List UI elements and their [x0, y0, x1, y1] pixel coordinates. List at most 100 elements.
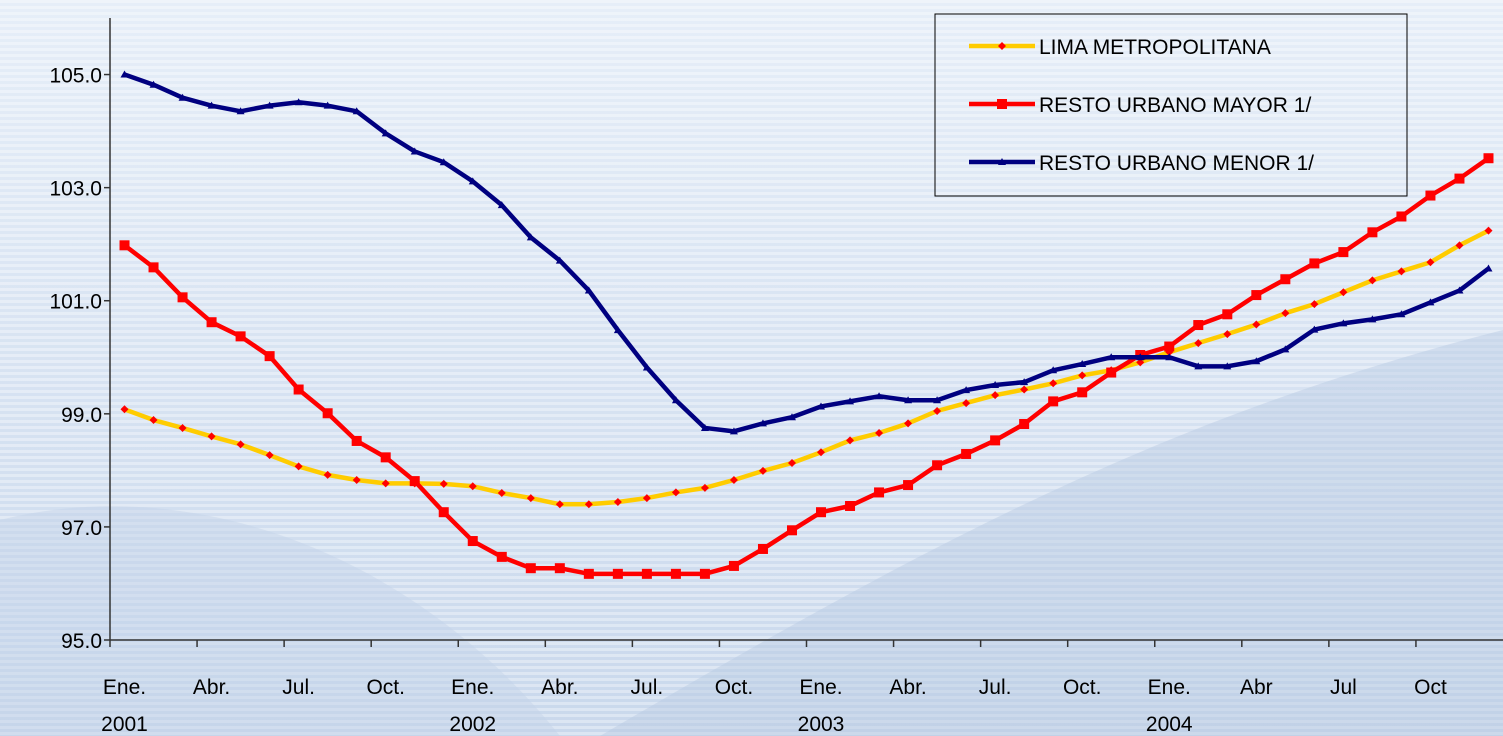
marker	[816, 507, 827, 518]
marker	[322, 408, 333, 419]
marker	[1367, 227, 1378, 238]
background-swoosh	[0, 506, 560, 736]
marker	[700, 423, 709, 431]
marker	[961, 448, 972, 459]
marker	[294, 98, 303, 106]
marker	[787, 413, 796, 421]
marker	[177, 292, 188, 303]
marker	[1164, 341, 1175, 352]
marker	[1397, 267, 1406, 276]
marker	[439, 158, 448, 166]
marker	[1106, 367, 1117, 378]
marker	[119, 240, 130, 251]
x-tick-label: Jul.	[979, 676, 1012, 699]
marker	[468, 177, 477, 185]
marker	[998, 42, 1006, 50]
marker	[1455, 286, 1464, 294]
x-tick-label: Oct	[1414, 676, 1447, 699]
marker	[998, 158, 1006, 165]
series-line	[123, 72, 1490, 434]
x-tick-label: Abr	[1240, 676, 1273, 699]
marker	[1425, 190, 1436, 201]
marker	[1251, 290, 1262, 301]
marker	[1222, 309, 1233, 320]
marker	[206, 317, 217, 328]
marker	[1194, 339, 1203, 348]
marker	[149, 80, 158, 88]
marker	[1020, 385, 1029, 394]
marker	[1426, 258, 1435, 267]
marker	[352, 107, 361, 115]
marker	[846, 397, 855, 405]
legend-label: RESTO URBANO MAYOR 1/	[1039, 94, 1311, 117]
marker	[1252, 320, 1261, 329]
marker	[236, 440, 245, 449]
marker	[410, 147, 419, 155]
marker	[990, 435, 1001, 446]
marker	[699, 568, 710, 579]
marker	[613, 326, 622, 334]
marker	[584, 500, 593, 509]
marker	[875, 429, 884, 438]
x-tick-label: Abr.	[541, 676, 578, 699]
marker	[786, 525, 797, 536]
x-tick-label: Oct.	[1063, 676, 1102, 699]
marker	[120, 70, 129, 78]
x-tick-label: Ene. 2002	[449, 676, 496, 736]
marker	[526, 494, 535, 503]
marker	[381, 479, 390, 488]
marker	[438, 507, 449, 518]
marker	[642, 494, 651, 503]
marker	[1078, 371, 1087, 380]
marker	[845, 500, 856, 511]
marker	[1338, 247, 1349, 258]
marker	[381, 129, 390, 137]
marker	[1310, 300, 1319, 309]
y-tick-label: 97.0	[61, 517, 102, 540]
marker	[991, 391, 1000, 400]
marker	[149, 416, 158, 425]
marker	[670, 568, 681, 579]
x-tick-label: Jul.	[282, 676, 315, 699]
legend: LIMA METROPOLITANA RESTO URBANO MAYOR 1/R…	[934, 13, 1408, 197]
marker	[1136, 358, 1145, 367]
marker	[439, 479, 448, 488]
y-tick-label: 105.0	[49, 65, 102, 88]
marker	[207, 101, 216, 109]
marker	[1223, 362, 1232, 370]
marker	[758, 466, 767, 475]
marker	[728, 560, 739, 571]
marker	[932, 460, 943, 471]
legend-label: RESTO URBANO MENOR 1/	[1039, 152, 1314, 175]
marker	[962, 399, 971, 408]
y-tick-label: 101.0	[49, 291, 102, 314]
marker	[1484, 264, 1493, 272]
marker	[409, 476, 420, 487]
marker	[729, 427, 738, 435]
marker	[671, 396, 680, 404]
marker	[294, 462, 303, 471]
marker	[1049, 366, 1058, 374]
marker	[1193, 320, 1204, 331]
background-swoosh	[600, 330, 1503, 736]
marker	[1136, 353, 1145, 361]
marker	[293, 384, 304, 395]
marker	[236, 107, 245, 115]
marker	[700, 483, 709, 492]
marker	[997, 99, 1007, 109]
x-tick-label: Oct.	[366, 676, 405, 699]
marker	[178, 93, 187, 101]
marker	[467, 536, 478, 547]
marker	[497, 201, 506, 209]
marker	[758, 419, 767, 427]
marker	[1280, 274, 1291, 285]
marker	[526, 233, 535, 241]
marker	[817, 448, 826, 457]
marker	[1483, 153, 1494, 164]
marker	[1368, 276, 1377, 285]
marker	[757, 543, 768, 554]
marker	[933, 406, 942, 415]
marker	[1281, 345, 1290, 353]
marker	[351, 435, 362, 446]
